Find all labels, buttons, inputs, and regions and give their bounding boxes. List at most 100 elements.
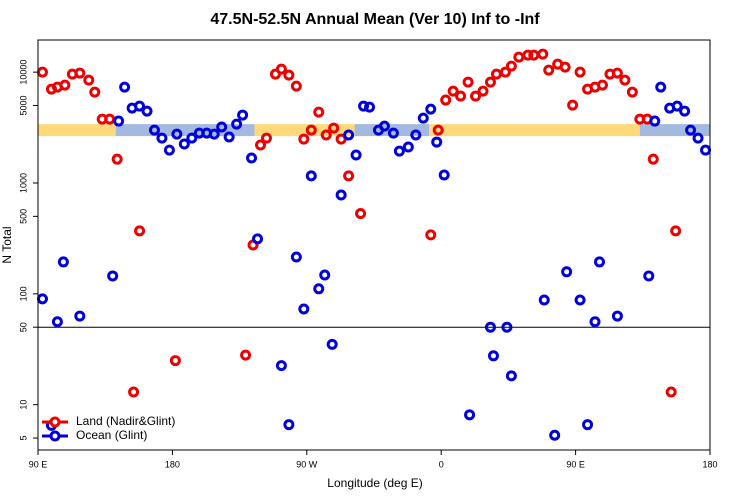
point [685, 124, 697, 136]
point [611, 310, 623, 322]
point [440, 94, 452, 106]
point [298, 133, 310, 145]
point [484, 321, 496, 333]
point [447, 85, 459, 97]
legend-label: Land (Nadir&Glint) [76, 414, 175, 428]
point [283, 419, 295, 431]
point [567, 99, 579, 111]
point [470, 90, 482, 102]
x-tick-label: 90 E [29, 459, 48, 469]
point [186, 132, 198, 144]
y-tick-label: 100 [18, 286, 28, 301]
point [223, 131, 235, 143]
point [252, 233, 264, 245]
x-axis-label: Longitude (deg E) [327, 476, 422, 490]
point [255, 139, 267, 151]
x-tick-label: 90 E [566, 459, 585, 469]
point [432, 124, 444, 136]
point [462, 76, 474, 88]
point [477, 85, 489, 97]
point [364, 101, 376, 113]
point [679, 105, 691, 117]
point [326, 338, 338, 350]
point [549, 429, 561, 441]
point [148, 124, 160, 136]
point [596, 79, 608, 91]
point [355, 208, 367, 220]
point [169, 355, 181, 367]
y-tick-label: 50 [18, 322, 28, 332]
point [74, 310, 86, 322]
point [275, 63, 287, 75]
y-tick-label: 10000 [18, 60, 28, 85]
point [134, 225, 146, 237]
point [455, 90, 467, 102]
y-axis-label: N Total [0, 226, 14, 263]
y-tick-label: 5 [18, 436, 28, 441]
point [692, 132, 704, 144]
point [156, 132, 168, 144]
point [343, 129, 355, 141]
point [464, 409, 476, 421]
point [626, 86, 638, 98]
point [513, 51, 525, 63]
legend-marker [49, 430, 61, 442]
x-tick-label: 90 W [296, 459, 318, 469]
point [107, 270, 119, 282]
point [417, 112, 429, 124]
point [700, 144, 712, 156]
point [431, 136, 443, 148]
point [538, 294, 550, 306]
x-tick-label: 180 [702, 459, 717, 469]
y-tick-label: 10 [18, 400, 28, 410]
point [393, 145, 405, 157]
point [593, 256, 605, 268]
point [231, 118, 243, 130]
point [305, 124, 317, 136]
point [313, 106, 325, 118]
point [246, 152, 258, 164]
point [387, 127, 399, 139]
point [290, 80, 302, 92]
point [171, 128, 183, 140]
point [141, 105, 153, 117]
point [522, 49, 534, 61]
point [499, 66, 511, 78]
point [484, 76, 496, 88]
point [561, 266, 573, 278]
point [343, 170, 355, 182]
point [670, 225, 682, 237]
point [57, 256, 69, 268]
point [647, 153, 659, 165]
point [505, 60, 517, 72]
point [216, 121, 228, 133]
point [574, 294, 586, 306]
point [378, 120, 390, 132]
plot-frame [37, 39, 711, 451]
point [163, 144, 175, 156]
point [410, 129, 422, 141]
point [283, 69, 295, 81]
x-tick-label: 0 [439, 459, 444, 469]
point [260, 132, 272, 144]
chart-title: 47.5N-52.5N Annual Mean (Ver 10) Inf to … [210, 11, 540, 28]
y-tick-label: 1000 [18, 173, 28, 193]
point [665, 386, 677, 398]
legend-marker [49, 416, 61, 428]
point [335, 189, 347, 201]
point [113, 115, 125, 127]
point [305, 170, 317, 182]
point [574, 66, 586, 78]
point [51, 316, 63, 328]
point [505, 370, 517, 382]
point [643, 270, 655, 282]
point [74, 67, 86, 79]
point [36, 66, 48, 78]
point [83, 74, 95, 86]
point [298, 303, 310, 315]
point [319, 269, 331, 281]
point [320, 129, 332, 141]
point [89, 86, 101, 98]
point [208, 128, 220, 140]
